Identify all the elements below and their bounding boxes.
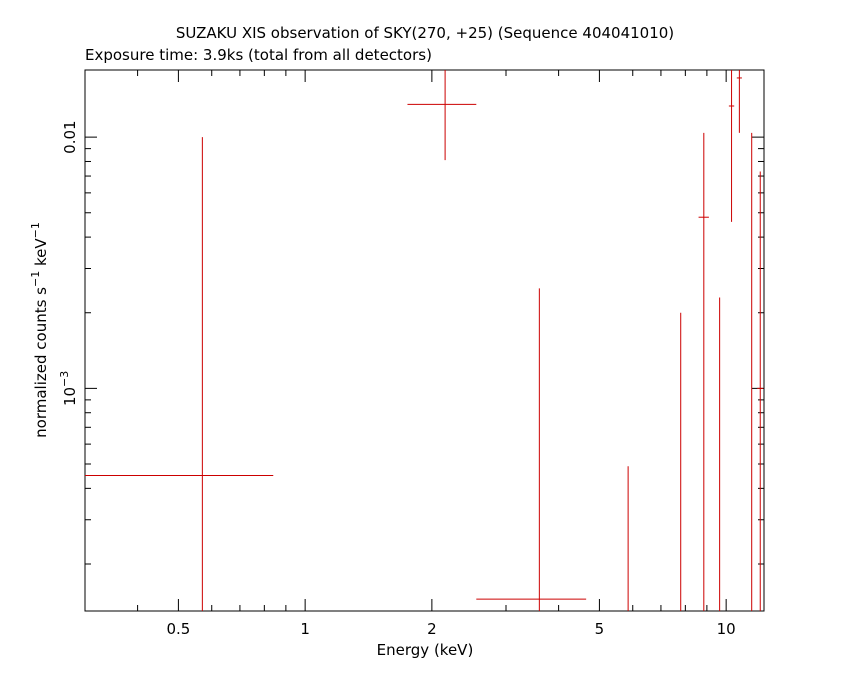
x-tick-labels: 0.5 1 2 5 10	[166, 620, 735, 638]
data-point	[728, 70, 735, 222]
data-point	[85, 137, 274, 611]
x-tick-label: 0.5	[166, 620, 190, 638]
x-tick-label: 10	[717, 620, 736, 638]
data-point	[757, 171, 764, 611]
data-point	[698, 132, 709, 611]
y-axis-label-main: normalized counts s	[32, 287, 50, 438]
y-axis-label: normalized counts s−1 keV−1	[29, 222, 50, 438]
y-axis-label-exp1: −1	[29, 271, 42, 287]
data-point	[407, 70, 477, 161]
y-axis-label-mid: keV	[32, 238, 50, 271]
data-points	[85, 70, 764, 611]
y-tick-label: 0.01	[61, 120, 79, 153]
axis-ticks	[84, 70, 764, 611]
chart-title: SUZAKU XIS observation of SKY(270, +25) …	[176, 24, 674, 42]
x-tick-label: 5	[595, 620, 605, 638]
x-axis-label: Energy (keV)	[377, 641, 474, 659]
x-tick-label: 1	[300, 620, 310, 638]
data-point	[476, 288, 587, 611]
plot-frame	[84, 69, 765, 612]
y-tick-labels: 0.01 10−3	[58, 120, 79, 406]
data-point	[736, 70, 742, 133]
y-tick-label: 10−3	[58, 371, 79, 406]
chart-subtitle: Exposure time: 3.9ks (total from all det…	[85, 46, 432, 64]
x-tick-label: 2	[427, 620, 437, 638]
y-axis-label-exp2: −1	[29, 222, 42, 238]
